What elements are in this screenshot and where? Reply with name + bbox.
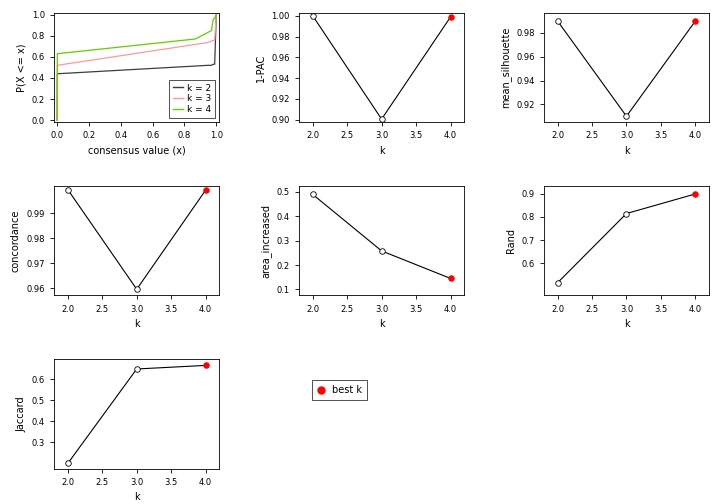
X-axis label: k: k (134, 492, 140, 502)
Y-axis label: Jaccard: Jaccard (16, 396, 26, 432)
X-axis label: k: k (624, 146, 629, 156)
Y-axis label: P(X <= x): P(X <= x) (16, 43, 26, 92)
Legend: best k: best k (312, 381, 367, 400)
Y-axis label: concordance: concordance (11, 210, 21, 272)
X-axis label: consensus value (x): consensus value (x) (88, 146, 186, 156)
Y-axis label: 1-PAC: 1-PAC (256, 53, 266, 82)
Legend: k = 2, k = 3, k = 4: k = 2, k = 3, k = 4 (169, 80, 215, 118)
X-axis label: k: k (624, 319, 629, 329)
X-axis label: k: k (134, 319, 140, 329)
X-axis label: k: k (379, 146, 384, 156)
Y-axis label: Rand: Rand (506, 228, 516, 253)
Y-axis label: area_increased: area_increased (260, 204, 271, 278)
Y-axis label: mean_silhouette: mean_silhouette (500, 27, 510, 108)
X-axis label: k: k (379, 319, 384, 329)
